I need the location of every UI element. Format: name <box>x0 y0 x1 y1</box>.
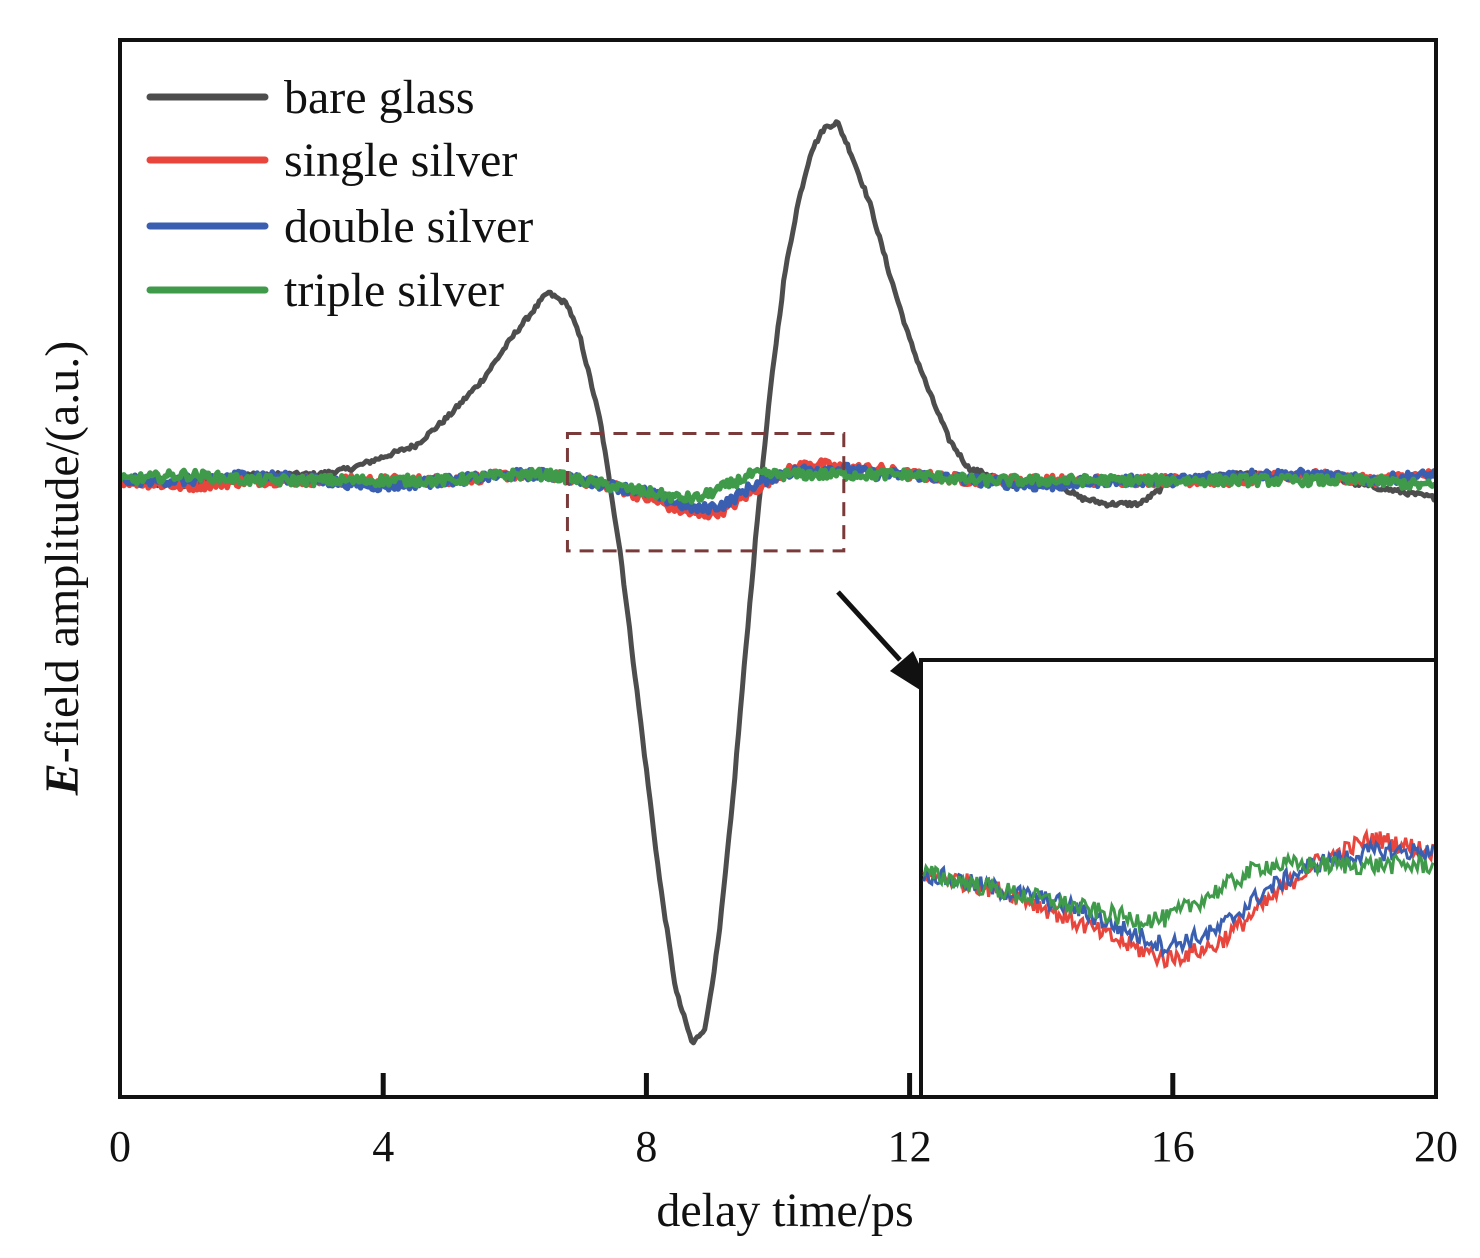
x-axis-label: delay time/ps <box>656 1184 913 1237</box>
legend-label: single silver <box>284 134 517 187</box>
x-tick-label: 16 <box>1151 1122 1195 1171</box>
x-tick-label: 4 <box>372 1122 394 1171</box>
legend-label: triple silver <box>284 264 504 317</box>
plot-area <box>120 119 1436 1046</box>
y-axis-label-text: -field amplitude/(a.u.) <box>36 341 89 764</box>
inset-panel <box>919 658 1438 1099</box>
x-tick-label: 12 <box>888 1122 932 1171</box>
zoom-arrow-shaft <box>836 590 902 662</box>
series-line-triple-silver <box>120 466 1436 505</box>
plot-frame <box>118 38 1438 1099</box>
y-axis-label-symbol: E <box>36 763 89 796</box>
inset-series-line-triple-silver <box>922 850 1435 935</box>
legend: bare glass single silver double silver trip… <box>146 71 533 317</box>
y-axis-label: E-field amplitude/(a.u.) <box>36 341 89 797</box>
zoom-region-box <box>565 431 846 553</box>
legend-label: double silver <box>284 200 533 253</box>
x-tick-label: 8 <box>635 1122 657 1171</box>
legend-label: bare glass <box>284 71 475 124</box>
inset-plot-area <box>922 827 1435 969</box>
x-tick-label: 20 <box>1414 1122 1458 1171</box>
series-line-single-silver <box>120 457 1436 521</box>
x-tick-label: 0 <box>109 1122 131 1171</box>
x-axis: 0 4 8 12 16 20 <box>109 1073 1458 1171</box>
